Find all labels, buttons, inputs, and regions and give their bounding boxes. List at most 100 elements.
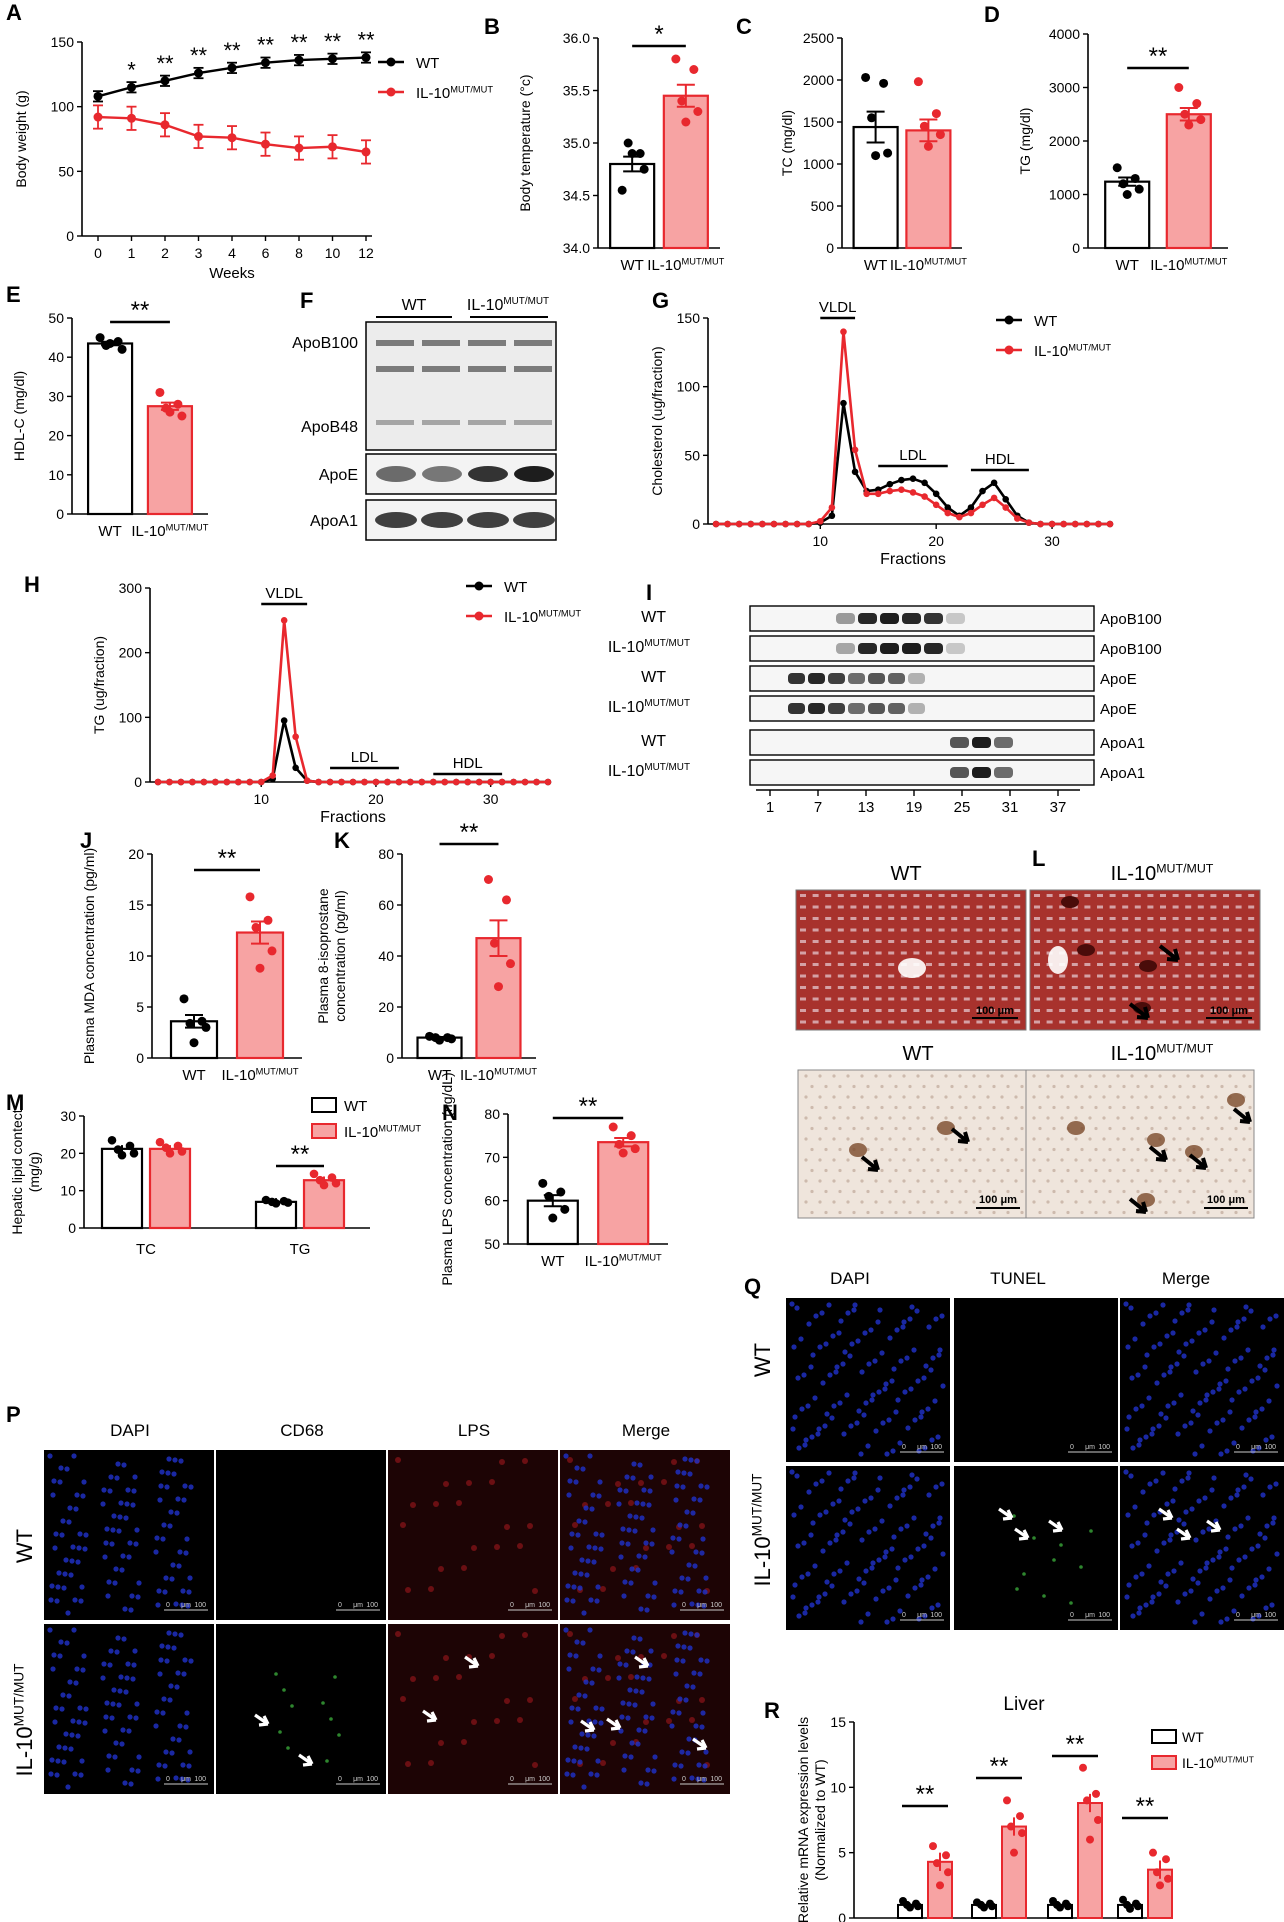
nucleus [1262, 1367, 1268, 1373]
nucleus [186, 1589, 192, 1595]
image-column-label: WT [902, 1043, 933, 1065]
tissue-texture [1158, 1116, 1162, 1120]
tissue-texture [926, 1020, 932, 1024]
tissue-texture [1116, 1095, 1120, 1099]
nucleus [1249, 1378, 1255, 1384]
nucleus [55, 1758, 61, 1764]
nucleus [1223, 1546, 1229, 1552]
nucleus [61, 1585, 67, 1591]
nucleus [686, 1736, 692, 1742]
tissue-texture [1178, 1105, 1182, 1110]
tissue-texture [1122, 1189, 1126, 1194]
nucleus [580, 1466, 586, 1472]
nucleus [858, 1451, 864, 1457]
fluorescence-P-mut-0: 0 μm 100 [44, 1624, 214, 1794]
nucleus [1256, 1445, 1262, 1451]
tissue-texture [1235, 940, 1242, 943]
tissue-texture [1197, 974, 1204, 978]
nucleus [158, 1657, 164, 1663]
nucleus [168, 1683, 174, 1689]
tissue-texture [1210, 951, 1217, 955]
nucleus [808, 1532, 814, 1538]
data-point [1184, 120, 1194, 130]
nucleus [889, 1378, 895, 1384]
data-point [689, 65, 699, 74]
tissue-texture [880, 1126, 884, 1131]
nucleus [1139, 1403, 1145, 1409]
nucleus [937, 1347, 943, 1353]
lps-spot [699, 1697, 705, 1703]
tissue-texture [1228, 1200, 1232, 1204]
lps-spot [600, 1760, 606, 1766]
tissue-texture [832, 1116, 836, 1120]
arrow-icon [998, 1507, 1014, 1521]
tissue-texture [804, 1158, 808, 1162]
fluorescence-image [560, 1624, 730, 1794]
nucleus [626, 1701, 632, 1707]
nucleus [1245, 1347, 1251, 1353]
data-point [828, 512, 836, 520]
tissue-texture [1248, 1126, 1252, 1131]
data-point [944, 1868, 952, 1877]
nucleus [123, 1689, 129, 1695]
tissue-texture [916, 1074, 920, 1078]
tissue-texture [1046, 1009, 1053, 1012]
nucleus [70, 1718, 76, 1724]
tissue-texture [950, 1168, 954, 1173]
panel-letter-Q: Q [744, 1274, 761, 1299]
tissue-texture [1164, 1126, 1168, 1131]
tissue-texture [900, 940, 907, 943]
data-point [533, 778, 540, 786]
tissue-texture [1147, 894, 1154, 897]
tissue-texture [1034, 1020, 1040, 1024]
nucleus [566, 1666, 572, 1672]
tissue-texture [850, 986, 857, 989]
tissue-texture [850, 894, 857, 897]
tissue-texture [1150, 1105, 1154, 1110]
nucleus [1163, 1583, 1169, 1589]
tissue-texture [846, 1095, 850, 1099]
data-point [165, 1149, 175, 1158]
lps-spot [605, 1501, 611, 1507]
tissue-texture [1150, 1189, 1154, 1194]
nucleus [1174, 1361, 1180, 1367]
tissue-texture [1234, 1126, 1238, 1131]
tissue-texture [824, 1189, 828, 1194]
tissue-texture [1109, 894, 1116, 897]
nucleus [69, 1558, 75, 1564]
tissue-texture [850, 928, 857, 932]
tissue-texture [978, 1168, 982, 1173]
tissue-texture [838, 1147, 842, 1152]
tissue-texture [963, 1009, 970, 1012]
data-point [1064, 1902, 1072, 1911]
tissue-texture [875, 997, 882, 1001]
tissue-texture [1038, 1168, 1042, 1173]
tissue-texture [900, 1020, 907, 1024]
y-axis-label: (mg/g) [26, 1152, 42, 1192]
nucleus [1253, 1409, 1259, 1415]
y-tick-label: 5 [838, 1845, 846, 1861]
blot-strip [749, 605, 1095, 632]
bar [852, 125, 899, 250]
tissue-texture [874, 1179, 878, 1183]
tissue-texture [837, 986, 844, 989]
tissue-texture [1164, 1189, 1168, 1194]
nucleus [863, 1568, 869, 1574]
nucleus [816, 1426, 822, 1432]
nucleus [810, 1352, 816, 1358]
nucleus [1132, 1336, 1138, 1342]
nucleus [118, 1500, 124, 1506]
nucleus [633, 1688, 639, 1694]
tissue-texture [1108, 1084, 1112, 1089]
nucleus [694, 1632, 700, 1638]
lps-spot [395, 1457, 401, 1463]
nucleus [171, 1471, 177, 1477]
fluorescence-P-wt-1: 0 μm 100 [216, 1450, 386, 1620]
y-tick-label: 36.0 [563, 30, 590, 46]
nucleus [159, 1469, 165, 1475]
nucleus [877, 1475, 883, 1481]
tissue-texture [922, 1084, 926, 1089]
tissue-texture [964, 1084, 968, 1089]
tissue-texture [913, 928, 920, 932]
